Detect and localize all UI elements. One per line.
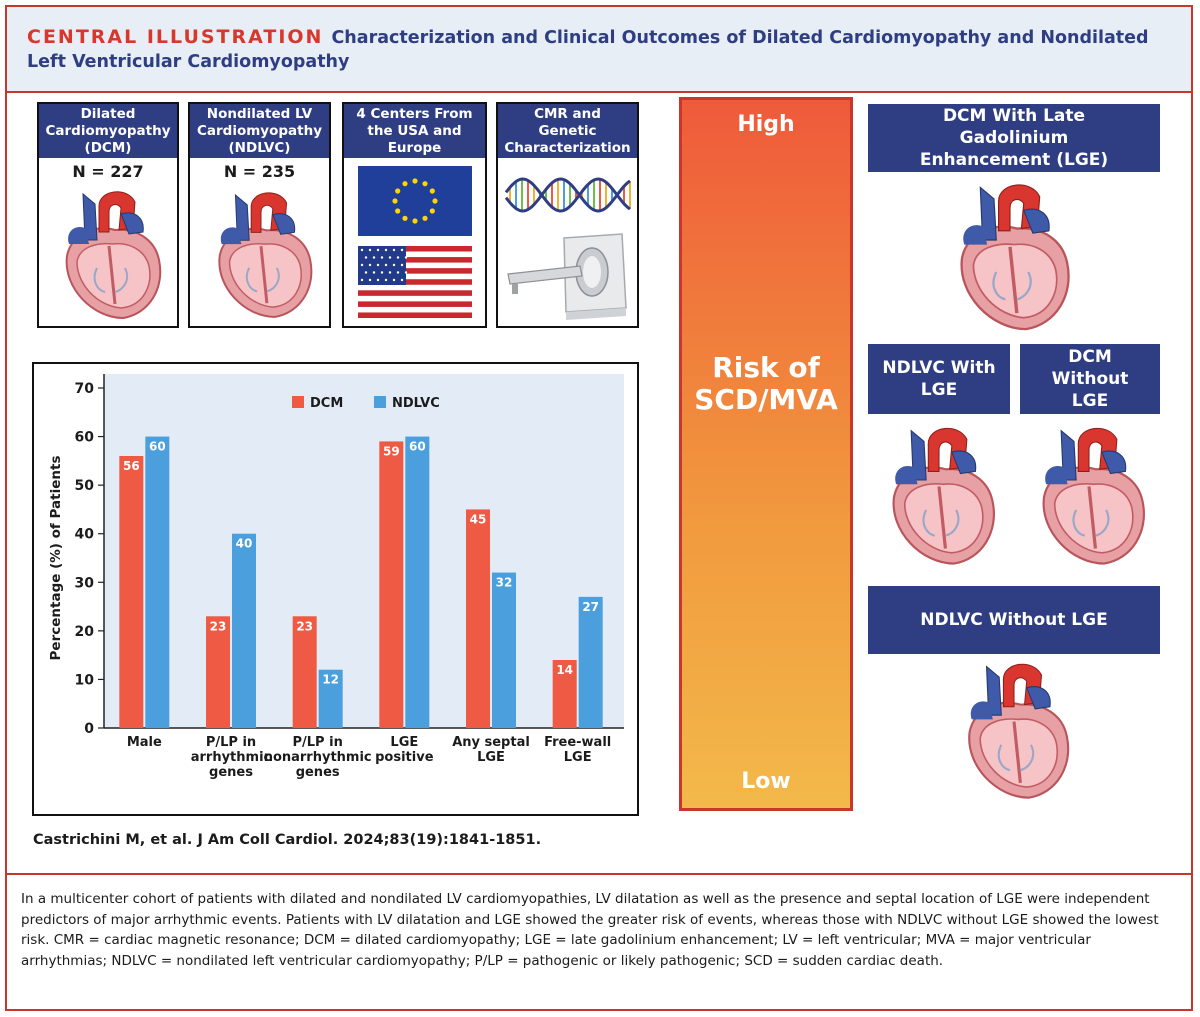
y-tick-label: 60 bbox=[75, 430, 95, 446]
risk-gradient-bar: High Risk of SCD/MVA Low bbox=[679, 97, 853, 811]
figure-title: CENTRAL ILLUSTRATION Characterization and… bbox=[27, 25, 1177, 74]
figure-frame bbox=[5, 5, 1193, 1011]
mri-scanner-icon bbox=[507, 233, 627, 320]
bar-value-label: 27 bbox=[582, 600, 599, 614]
figure-heading: Characterization and Clinical Outcomes o… bbox=[27, 28, 1149, 72]
y-tick-label: 50 bbox=[75, 478, 95, 494]
ndlvc-panel: Nondilated LV Cardiomyopathy (NDLVC) N =… bbox=[188, 102, 331, 328]
risk-high-label: High bbox=[737, 112, 795, 137]
dcm-with-lge-heart-icon bbox=[934, 176, 1086, 336]
figure-tag: CENTRAL ILLUSTRATION bbox=[27, 26, 324, 48]
y-tick-label: 40 bbox=[75, 527, 95, 543]
ndlvc-count: N = 235 bbox=[223, 162, 296, 181]
y-tick-label: 10 bbox=[75, 672, 95, 688]
x-category-label: P/LP in nonarrhythmic genes bbox=[264, 735, 372, 780]
bar-chart-svg: 0 10 20 30 40 50 60 70 Percentage (%) of Patient… bbox=[48, 374, 624, 780]
centers-panel: 4 Centers From the USA and Europe bbox=[342, 102, 487, 328]
caption-box: In a multicenter cohort of patients with… bbox=[7, 873, 1191, 1009]
bar-value-label: 23 bbox=[210, 619, 227, 633]
bar-dcm bbox=[206, 616, 230, 728]
bar-value-label: 56 bbox=[123, 459, 140, 473]
bar-value-label: 32 bbox=[496, 576, 513, 590]
dcm-without-lge-heart-icon bbox=[1022, 420, 1156, 570]
bar-value-label: 45 bbox=[470, 512, 487, 526]
legend-label-ndlvc: NDLVC bbox=[392, 396, 440, 411]
bar-ndlvc bbox=[318, 669, 343, 728]
dcm-with-lge-label: DCM With Late Gadolinium Enhancement (LG… bbox=[868, 104, 1160, 172]
cmr-genetic-panel-title: CMR and Genetic Characterization bbox=[498, 104, 637, 158]
bar-chart: 0 10 20 30 40 50 60 70 Percentage (%) of Patient… bbox=[32, 362, 639, 816]
cmr-genetic-panel: CMR and Genetic Characterization bbox=[496, 102, 639, 328]
dcm-heart-icon bbox=[49, 184, 169, 324]
title-bar: CENTRAL ILLUSTRATION Characterization and… bbox=[7, 7, 1191, 93]
bar-value-label: 40 bbox=[236, 537, 253, 551]
y-tick-label: 30 bbox=[75, 575, 95, 591]
bar-dcm bbox=[466, 509, 490, 728]
ndlvc-heart-icon bbox=[202, 184, 320, 324]
bar-dcm bbox=[119, 456, 144, 728]
dcm-count: N = 227 bbox=[72, 162, 144, 181]
x-category-label: LGE positive bbox=[375, 735, 434, 765]
us-flag-icon bbox=[358, 246, 472, 318]
citation: Castrichini M, et al. J Am Coll Cardiol.… bbox=[33, 832, 542, 848]
y-axis-title: Percentage (%) of Patients bbox=[48, 456, 64, 661]
bar-value-label: 12 bbox=[322, 673, 339, 687]
bar-value-label: 60 bbox=[409, 440, 426, 454]
bar-ndlvc bbox=[578, 596, 603, 728]
dcm-without-lge-label: DCM Without LGE bbox=[1020, 344, 1160, 414]
bar-ndlvc bbox=[492, 572, 516, 728]
risk-low-label: Low bbox=[741, 769, 791, 794]
bar-ndlvc bbox=[405, 436, 430, 728]
ndlvc-without-lge-label: NDLVC Without LGE bbox=[868, 586, 1160, 654]
eu-flag-icon bbox=[358, 166, 472, 236]
bar-value-label: 23 bbox=[296, 619, 313, 633]
dcm-panel-title: Dilated Cardiomyopathy (DCM) bbox=[39, 104, 177, 158]
legend-swatch-ndlvc bbox=[374, 396, 386, 408]
y-tick-label: 70 bbox=[75, 381, 95, 397]
ndlvc-panel-title: Nondilated LV Cardiomyopathy (NDLVC) bbox=[190, 104, 329, 158]
dcm-panel: Dilated Cardiomyopathy (DCM) N = 227 bbox=[37, 102, 179, 328]
ndlvc-without-lge-heart-icon bbox=[944, 656, 1084, 804]
y-tick-label: 0 bbox=[84, 721, 94, 737]
x-category-label: Free-wall LGE bbox=[544, 735, 611, 765]
x-category-label: Male bbox=[127, 735, 162, 750]
bar-value-label: 60 bbox=[149, 440, 166, 454]
ndlvc-with-lge-label: NDLVC With LGE bbox=[868, 344, 1010, 414]
legend-label-dcm: DCM bbox=[310, 396, 343, 411]
bar-dcm bbox=[379, 441, 404, 728]
bar-value-label: 14 bbox=[556, 663, 573, 677]
plot-area bbox=[104, 374, 624, 728]
x-category-label: P/LP in arrhythmic genes bbox=[191, 735, 272, 780]
bar-ndlvc bbox=[145, 436, 170, 728]
ndlvc-with-lge-heart-icon bbox=[872, 420, 1006, 570]
centers-panel-title: 4 Centers From the USA and Europe bbox=[344, 104, 485, 158]
risk-title: Risk of SCD/MVA bbox=[694, 351, 838, 416]
bar-value-label: 59 bbox=[383, 444, 400, 458]
caption-text: In a multicenter cohort of patients with… bbox=[21, 891, 1159, 969]
x-category-label: Any septal LGE bbox=[452, 735, 530, 765]
bar-ndlvc bbox=[232, 533, 256, 728]
bar-dcm bbox=[292, 616, 317, 728]
y-tick-label: 20 bbox=[75, 624, 95, 640]
dna-helix-icon bbox=[504, 177, 631, 213]
bar-dcm bbox=[552, 660, 577, 728]
legend-swatch-dcm bbox=[292, 396, 304, 408]
